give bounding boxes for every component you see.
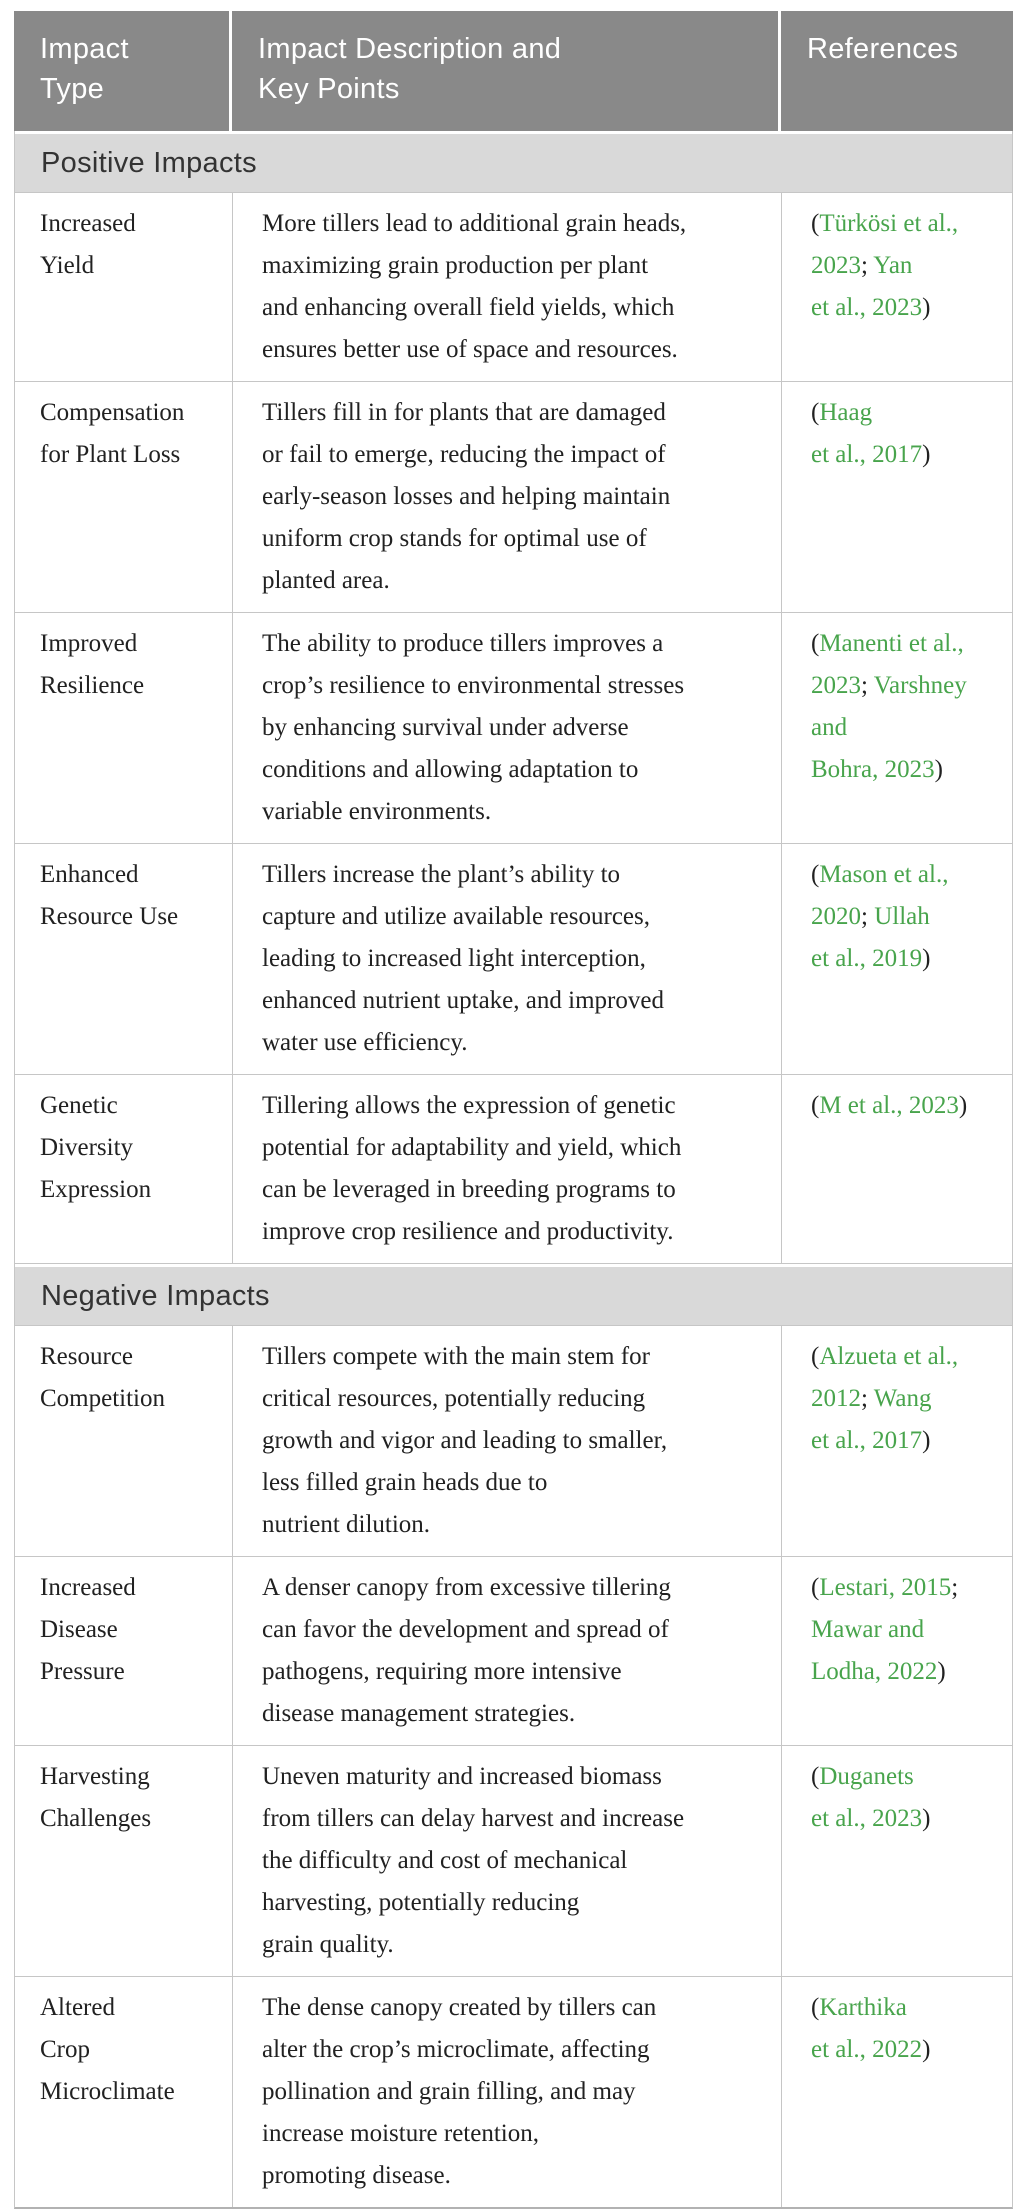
citation-punctuation: ) <box>922 1427 931 1454</box>
table-body: Positive Impacts Increased Yield More ti… <box>14 131 1013 2209</box>
references-cell: (Duganets et al., 2023) <box>781 1746 1012 1976</box>
citation-punctuation: ) <box>922 441 931 468</box>
table-row: Compensation for Plant Loss Tillers fill… <box>15 382 1012 613</box>
citation-punctuation: ; <box>861 252 874 279</box>
description-cell: Tillering allows the expression of genet… <box>232 1075 781 1263</box>
references-cell: (Mason et al., 2020; Ullah et al., 2019) <box>781 844 1012 1074</box>
references-cell: (Haag et al., 2017) <box>781 382 1012 612</box>
references-cell: (Manenti et al., 2023; Varshney and Bohr… <box>781 613 1012 843</box>
citation-punctuation: ( <box>811 861 820 888</box>
column-header-description: Impact Description and Key Points <box>232 11 781 131</box>
impact-type-cell: Improved Resilience <box>40 630 145 699</box>
citation-punctuation: ) <box>934 756 943 783</box>
impact-type-cell: Harvesting Challenges <box>40 1763 152 1832</box>
citation-punctuation: ( <box>811 1343 820 1370</box>
table-row: Altered Crop Microclimate The dense cano… <box>15 1977 1012 2207</box>
references-cell: (Karthika et al., 2022) <box>781 1977 1012 2207</box>
citation-punctuation: ; <box>861 672 874 699</box>
citation-punctuation: ) <box>922 2036 931 2063</box>
description-cell: Uneven maturity and increased biomass fr… <box>232 1746 781 1976</box>
table-row: Improved Resilience The ability to produ… <box>15 613 1012 844</box>
citation-punctuation: ( <box>811 210 820 237</box>
table-row: Genetic Diversity Expression Tillering a… <box>15 1075 1012 1264</box>
impact-type-cell: Enhanced Resource Use <box>40 861 179 930</box>
citation-punctuation: ) <box>958 1092 968 1119</box>
impact-type-cell: Increased Yield <box>40 210 136 279</box>
references-cell: (M et al., 2023) <box>781 1075 1012 1263</box>
citation-link[interactable]: Alzueta et al., 2012 <box>811 1343 959 1412</box>
citation-punctuation: ( <box>811 1092 820 1119</box>
description-cell: Tillers compete with the main stem for c… <box>232 1326 781 1556</box>
citation-punctuation: ( <box>811 1574 820 1601</box>
description-cell: The ability to produce tillers improves … <box>232 613 781 843</box>
impact-type-cell: Resource Competition <box>40 1343 165 1412</box>
column-header-references: References <box>781 11 1013 131</box>
citation-punctuation: ( <box>811 1763 820 1790</box>
description-cell: Tillers increase the plant’s ability to … <box>232 844 781 1074</box>
citation-link[interactable]: Türkösi et al., 2023 <box>811 210 959 279</box>
column-header-impact-type: Impact Type <box>14 11 232 131</box>
citation-punctuation: ( <box>811 630 820 657</box>
citation-link[interactable]: Ullah et al., 2019 <box>811 903 930 972</box>
citation-link[interactable]: Karthika et al., 2022 <box>811 1994 923 2063</box>
citation-link[interactable]: Lestari, 2015 <box>819 1574 952 1601</box>
description-cell: More tillers lead to additional grain he… <box>232 193 781 381</box>
citation-punctuation: ) <box>937 1658 946 1685</box>
description-cell: Tillers fill in for plants that are dama… <box>232 382 781 612</box>
citation-punctuation: ) <box>922 1805 931 1832</box>
citation-link[interactable]: Haag et al., 2017 <box>811 399 923 468</box>
impacts-table: Impact Type Impact Description and Key P… <box>14 11 1013 2209</box>
description-cell: A denser canopy from excessive tillering… <box>232 1557 781 1745</box>
citation-link[interactable]: Manenti et al., 2023 <box>811 630 964 699</box>
section-title: Negative Impacts <box>41 1279 270 1312</box>
citation-link[interactable]: Duganets et al., 2023 <box>811 1763 923 1832</box>
table-row: Resource Competition Tillers compete wit… <box>15 1326 1012 1557</box>
references-cell: (Alzueta et al., 2012; Wang et al., 2017… <box>781 1326 1012 1556</box>
section-header-row: Negative Impacts <box>15 1264 1012 1326</box>
impact-type-cell: Genetic Diversity Expression <box>40 1092 152 1203</box>
citation-link[interactable]: Mawar and Lodha, 2022 <box>811 1616 938 1685</box>
table-row: Enhanced Resource Use Tillers increase t… <box>15 844 1012 1075</box>
citation-punctuation: ( <box>811 399 820 426</box>
citation-link[interactable]: M et al., 2023 <box>819 1092 959 1119</box>
impact-type-cell: Altered Crop Microclimate <box>40 1994 175 2105</box>
citation-punctuation: ) <box>922 294 931 321</box>
citation-link[interactable]: Mason et al., 2020 <box>811 861 949 930</box>
table-header-row: Impact Type Impact Description and Key P… <box>14 11 1013 131</box>
citation-link[interactable]: Wang et al., 2017 <box>811 1385 932 1454</box>
impact-type-cell: Increased Disease Pressure <box>40 1574 136 1685</box>
description-cell: The dense canopy created by tillers can … <box>232 1977 781 2207</box>
table-row: Increased Disease Pressure A denser cano… <box>15 1557 1012 1746</box>
citation-link[interactable]: Varshney and Bohra, 2023 <box>811 672 967 783</box>
references-cell: (Türkösi et al., 2023; Yan et al., 2023) <box>781 193 1012 381</box>
citation-punctuation: ; <box>861 903 875 930</box>
table-row: Increased Yield More tillers lead to add… <box>15 193 1012 382</box>
table-row: Harvesting Challenges Uneven maturity an… <box>15 1746 1012 1977</box>
section-title: Positive Impacts <box>41 146 257 179</box>
section-header-row: Positive Impacts <box>15 131 1012 193</box>
citation-punctuation: ; <box>861 1385 874 1412</box>
citation-link[interactable]: Yan et al., 2023 <box>811 252 923 321</box>
citation-punctuation: ( <box>811 1994 820 2021</box>
citation-punctuation: ; <box>951 1574 959 1601</box>
references-cell: (Lestari, 2015; Mawar and Lodha, 2022) <box>781 1557 1012 1745</box>
impact-type-cell: Compensation for Plant Loss <box>40 399 185 468</box>
citation-punctuation: ) <box>922 945 931 972</box>
